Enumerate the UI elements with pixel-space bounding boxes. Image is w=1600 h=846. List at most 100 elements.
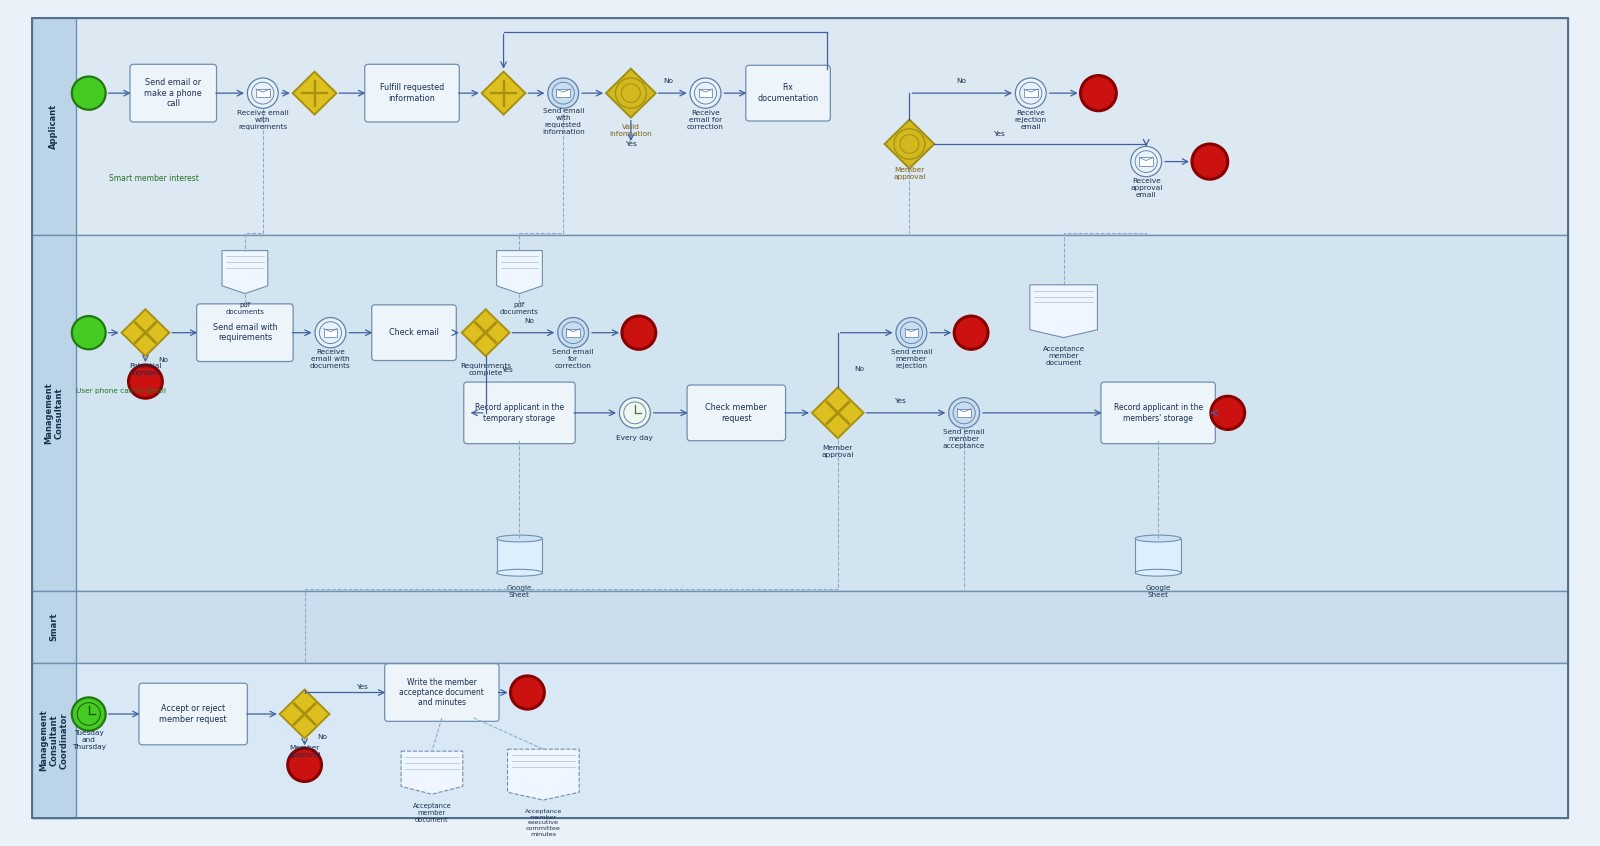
Circle shape [1134, 151, 1157, 173]
Bar [323, 328, 338, 337]
Text: Smart: Smart [50, 613, 59, 641]
Circle shape [901, 321, 923, 343]
Ellipse shape [496, 569, 542, 576]
FancyBboxPatch shape [464, 382, 574, 443]
Bar [256, 89, 269, 97]
FancyBboxPatch shape [371, 305, 456, 360]
Text: No: No [957, 79, 966, 85]
Text: Fulfill requested
information: Fulfill requested information [379, 84, 445, 103]
Circle shape [251, 82, 274, 104]
Polygon shape [606, 69, 656, 118]
Polygon shape [462, 310, 509, 356]
Text: pdf
documents: pdf documents [226, 302, 264, 316]
Text: pdf
documents: pdf documents [501, 302, 539, 316]
Circle shape [624, 402, 646, 424]
FancyBboxPatch shape [1101, 382, 1216, 443]
Circle shape [1192, 144, 1227, 179]
Bar [566, 328, 579, 337]
Text: Acceptance
member
document: Acceptance member document [1043, 346, 1085, 366]
Polygon shape [402, 751, 462, 794]
Text: No: No [158, 357, 168, 363]
Bar [32, 663, 1568, 817]
FancyBboxPatch shape [130, 64, 216, 122]
Polygon shape [496, 250, 542, 294]
Text: Send email or
make a phone
call: Send email or make a phone call [144, 78, 202, 108]
FancyBboxPatch shape [686, 385, 786, 441]
Polygon shape [1030, 285, 1098, 338]
Bar [557, 89, 570, 97]
Text: Check email: Check email [389, 328, 438, 338]
Text: Record applicant in the
temporary storage: Record applicant in the temporary storag… [475, 404, 565, 422]
Text: Applicant: Applicant [50, 104, 59, 149]
Circle shape [690, 78, 722, 108]
Polygon shape [222, 250, 267, 294]
Bar [496, 539, 542, 573]
Text: Record applicant in the
members' storage: Record applicant in the members' storage [1114, 404, 1203, 422]
Text: Member
approval: Member approval [288, 744, 320, 758]
Circle shape [1016, 78, 1046, 108]
Text: No: No [854, 365, 864, 372]
Circle shape [954, 316, 989, 349]
FancyBboxPatch shape [139, 684, 248, 744]
Bar [32, 235, 75, 591]
Text: Requirements
complete: Requirements complete [461, 363, 510, 376]
Bar [32, 591, 1568, 663]
Circle shape [72, 76, 106, 110]
Circle shape [547, 78, 579, 108]
Text: Yes: Yes [357, 684, 368, 689]
Text: No: No [317, 733, 328, 739]
Circle shape [896, 317, 926, 348]
Polygon shape [811, 387, 864, 438]
Text: Send email with
requirements: Send email with requirements [213, 323, 277, 343]
Bar [699, 89, 712, 97]
FancyBboxPatch shape [365, 64, 459, 122]
Text: Tuesday
and
Thursday: Tuesday and Thursday [72, 730, 106, 750]
Circle shape [320, 321, 341, 343]
Text: Member
approval: Member approval [822, 446, 854, 459]
Bar [1139, 157, 1154, 166]
Text: Smart member interest: Smart member interest [109, 173, 198, 183]
Circle shape [619, 398, 650, 428]
Polygon shape [293, 72, 336, 115]
Bar [1136, 539, 1181, 573]
Circle shape [1019, 82, 1042, 104]
Bar [957, 409, 971, 417]
Text: Management
Consultant
Coordinator: Management Consultant Coordinator [38, 710, 69, 772]
Text: No: No [664, 79, 674, 85]
Bar [1024, 89, 1037, 97]
Circle shape [562, 321, 584, 343]
Circle shape [315, 317, 346, 348]
Circle shape [248, 78, 278, 108]
Ellipse shape [1136, 569, 1181, 576]
FancyBboxPatch shape [746, 65, 830, 121]
Bar [32, 18, 75, 235]
Text: Every day: Every day [616, 436, 653, 442]
Text: Google
Sheet: Google Sheet [1146, 585, 1171, 598]
Text: Yes: Yes [994, 131, 1005, 137]
Polygon shape [507, 750, 579, 800]
Text: Yes: Yes [501, 367, 512, 373]
Text: Send email
member
acceptance: Send email member acceptance [942, 429, 986, 449]
Bar [32, 591, 75, 663]
Circle shape [510, 676, 544, 709]
Circle shape [72, 697, 106, 731]
Bar [32, 663, 75, 817]
Circle shape [558, 317, 589, 348]
Text: Member
approval: Member approval [893, 167, 926, 180]
Text: Acceptance
member
executive
committee
minutes: Acceptance member executive committee mi… [525, 809, 562, 837]
Text: Send email
for
correction: Send email for correction [552, 349, 594, 369]
Polygon shape [280, 689, 330, 739]
Circle shape [694, 82, 717, 104]
Bar [32, 18, 1568, 235]
Circle shape [552, 82, 574, 104]
Text: Receive
rejection
email: Receive rejection email [1014, 109, 1046, 129]
Circle shape [72, 316, 106, 349]
Text: Receive
approval
email: Receive approval email [1130, 178, 1162, 198]
Text: Acceptance
member
document: Acceptance member document [413, 803, 451, 823]
Circle shape [1131, 146, 1162, 177]
Circle shape [949, 398, 979, 428]
Text: Receive
email for
correction: Receive email for correction [686, 109, 723, 129]
Bar [32, 235, 1568, 591]
Text: User phone call or email: User phone call or email [75, 388, 166, 394]
Text: Valid
information: Valid information [610, 124, 653, 137]
